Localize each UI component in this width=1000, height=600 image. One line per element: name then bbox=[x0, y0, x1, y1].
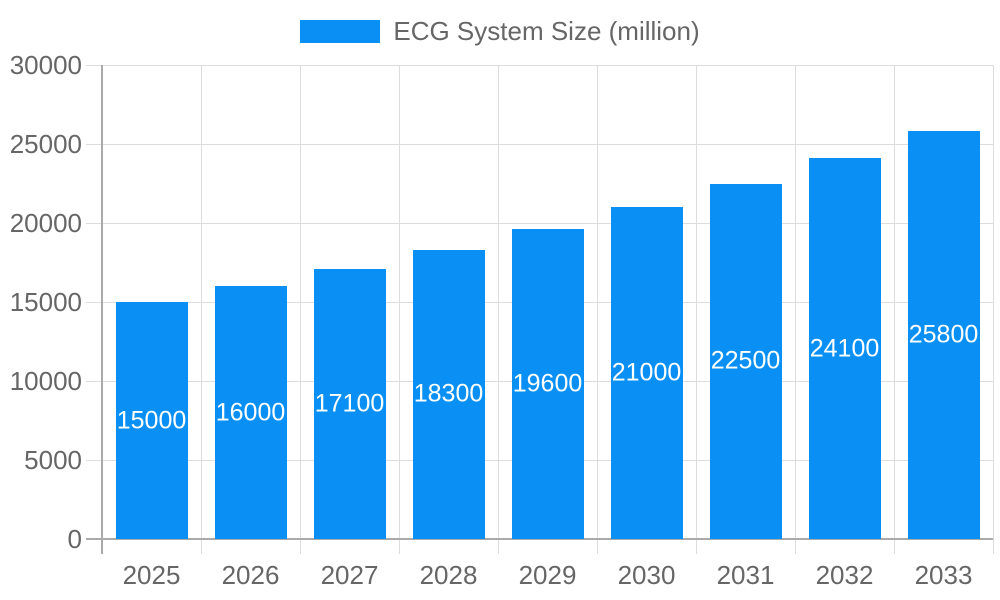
bar-value-label: 17100 bbox=[314, 389, 385, 418]
x-axis-tick-label: 2031 bbox=[716, 560, 775, 590]
x-axis-tick-label: 2029 bbox=[518, 560, 577, 590]
bar-2028[interactable]: 18300 bbox=[412, 249, 485, 539]
x-axis-tick-label: 2032 bbox=[815, 560, 874, 590]
bar-2032[interactable]: 24100 bbox=[808, 158, 881, 539]
bar-value-label: 25800 bbox=[908, 320, 979, 349]
bar-value-label: 22500 bbox=[710, 346, 781, 375]
x-axis-line bbox=[86, 538, 993, 540]
y-axis-tick-label: 15000 bbox=[9, 287, 82, 317]
gridline-horizontal bbox=[86, 64, 993, 66]
gridline-vertical bbox=[596, 65, 598, 554]
gridline-vertical bbox=[398, 65, 400, 554]
x-axis-tick-label: 2025 bbox=[122, 560, 181, 590]
bar-value-label: 15000 bbox=[116, 406, 187, 434]
y-axis-tick-label: 20000 bbox=[9, 208, 82, 238]
y-axis-tick-label: 30000 bbox=[9, 50, 82, 80]
x-axis-tick-label: 2030 bbox=[617, 560, 676, 590]
bar-value-label: 16000 bbox=[215, 398, 286, 427]
gridline-vertical bbox=[299, 65, 301, 554]
y-axis-tick-label: 25000 bbox=[9, 129, 82, 159]
gridline-horizontal bbox=[86, 222, 993, 224]
gridline-vertical bbox=[200, 65, 202, 554]
x-axis-tick-label: 2033 bbox=[914, 560, 973, 590]
bar-2029[interactable]: 19600 bbox=[511, 229, 584, 539]
y-axis-tick-label: 10000 bbox=[9, 366, 82, 396]
legend[interactable]: ECG System Size (million) bbox=[0, 17, 1000, 45]
bar-value-label: 19600 bbox=[512, 369, 583, 398]
gridline-vertical bbox=[695, 65, 697, 554]
bar-value-label: 21000 bbox=[611, 358, 682, 387]
legend-label: ECG System Size (million) bbox=[393, 16, 700, 46]
bar-2026[interactable]: 16000 bbox=[214, 286, 287, 539]
bar-2027[interactable]: 17100 bbox=[313, 268, 386, 539]
y-axis-tick-label: 5000 bbox=[24, 445, 82, 475]
bar-value-label: 24100 bbox=[809, 334, 880, 363]
plot-area: 0 5000 10000 15000 20000 25000 30000 15000 2025 1… bbox=[10, 52, 994, 588]
y-axis-line bbox=[101, 65, 103, 554]
bar-value-label: 18300 bbox=[413, 379, 484, 408]
bar-2030[interactable]: 21000 bbox=[610, 207, 683, 539]
gridline-vertical bbox=[893, 65, 895, 554]
x-axis-tick-label: 2027 bbox=[320, 560, 379, 590]
bar-2025[interactable]: 15000 bbox=[115, 302, 188, 539]
bar-2033[interactable]: 25800 bbox=[907, 131, 980, 539]
bar-2031[interactable]: 22500 bbox=[709, 183, 782, 539]
x-axis-tick-label: 2026 bbox=[221, 560, 280, 590]
gridline-vertical bbox=[992, 65, 994, 554]
x-axis-tick-label: 2028 bbox=[419, 560, 478, 590]
y-axis-tick-label: 0 bbox=[67, 524, 82, 554]
gridline-vertical bbox=[794, 65, 796, 554]
gridline-horizontal bbox=[86, 143, 993, 145]
legend-swatch bbox=[300, 19, 381, 43]
gridline-vertical bbox=[497, 65, 499, 554]
